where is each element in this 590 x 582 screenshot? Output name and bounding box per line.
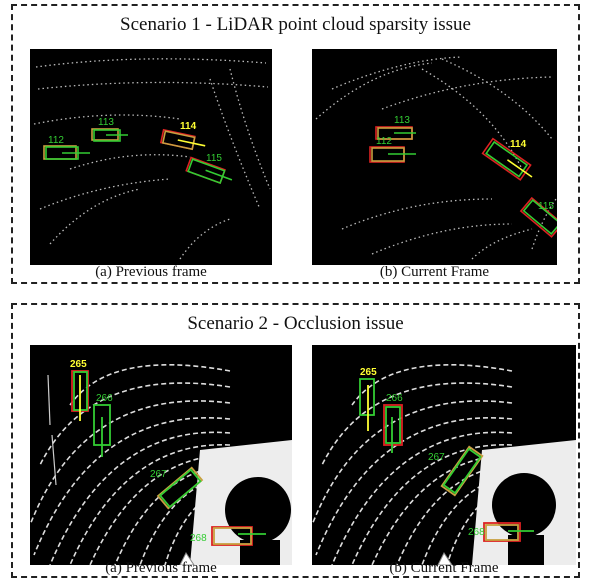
scenario-1-current-frame-panel: 113 112 114 115 [312,49,557,265]
track-id-label: 268 [190,533,207,544]
scenario-2-box: Scenario 2 - Occlusion issue [11,303,580,578]
scenario-1-box: Scenario 1 - LiDAR point cloud sparsity … [11,4,580,284]
scenario-2-previous-frame-panel: 265 266 267 268 [30,345,292,565]
scenario-2-caption-previous: (a) Previous frame [105,560,217,576]
scenario-1-previous-frame-panel: 113 114 112 115 [30,49,272,265]
track-id-label: 115 [206,153,222,164]
track-id-label: 268 [468,527,485,538]
scenario-1-title: Scenario 1 - LiDAR point cloud sparsity … [120,14,471,35]
track-id-label: 112 [376,136,392,147]
track-id-label: 266 [386,393,403,404]
track-id-label: 114 [510,139,527,150]
track-id-label: 267 [150,469,167,480]
scenario-1-caption-previous: (a) Previous frame [95,264,207,280]
track-id-label: 112 [48,135,64,146]
track-id-label: 113 [98,117,114,128]
track-id-label: 267 [428,452,445,463]
scenario-2-caption-current: (b) Current Frame [389,560,499,576]
track-id-label: 265 [360,367,377,378]
track-id-label: 265 [70,359,87,370]
track-id-label: 115 [538,201,554,212]
scenario-1-caption-current: (b) Current Frame [379,264,490,280]
scenario-2-current-frame-panel: 265 266 267 268 [312,345,576,565]
track-id-label: 113 [394,115,410,126]
track-id-label: 266 [96,393,113,404]
scenario-2-title: Scenario 2 - Occlusion issue [187,313,404,334]
track-id-label: 114 [180,121,197,132]
